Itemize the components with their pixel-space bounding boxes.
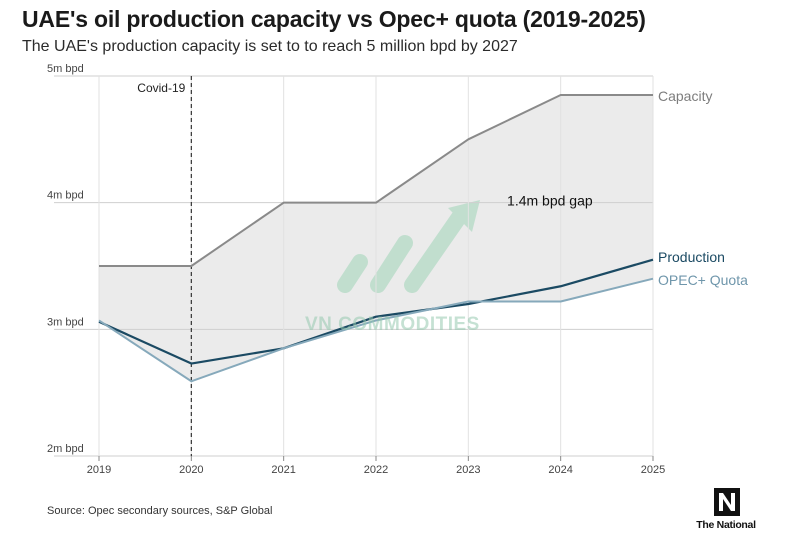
chart-title: UAE's oil production capacity vs Opec+ q…	[22, 6, 646, 32]
x-tick-label: 2025	[641, 464, 665, 476]
y-tick-label: 4m bpd	[47, 190, 84, 202]
x-tick-label: 2023	[456, 464, 480, 476]
gap-annotation: 1.4m bpd gap	[507, 193, 593, 209]
y-tick-label: 5m bpd	[47, 63, 84, 75]
production-series-label: Production	[658, 249, 725, 265]
capacity-series-label: Capacity	[658, 88, 712, 104]
watermark-arrowhead	[448, 200, 480, 232]
x-tick-label: 2019	[87, 464, 111, 476]
quota-line	[98, 277, 654, 383]
x-tick-label: 2020	[179, 464, 203, 476]
x-tick-label: 2024	[548, 464, 572, 476]
watermark-stroke	[370, 235, 413, 293]
logo-mark	[714, 488, 740, 516]
line-chart: 2m bpd 3m bpd 4m bpd 5m bpd 2019 2020 2021 2022…	[47, 63, 748, 476]
covid-annotation: Covid-19	[137, 81, 185, 95]
watermark-text: VN COMMODITIES	[305, 314, 480, 335]
quota-series-label: OPEC+ Quota	[658, 272, 748, 288]
chart-subtitle: The UAE's production capacity is set to …	[22, 38, 518, 55]
logo-text: The National	[696, 519, 756, 531]
watermark-logo	[337, 200, 480, 293]
the-national-logo: The National	[691, 488, 761, 536]
y-tick-label: 3m bpd	[47, 316, 84, 328]
x-tick-label: 2022	[364, 464, 388, 476]
production-line	[98, 258, 654, 365]
y-tick-label: 2m bpd	[47, 443, 84, 455]
watermark-stroke	[404, 205, 470, 293]
capacity-line	[99, 94, 653, 267]
watermark-stroke	[337, 254, 368, 293]
source-note: Source: Opec secondary sources, S&P Glob…	[47, 505, 273, 517]
x-tick-label: 2021	[271, 464, 295, 476]
